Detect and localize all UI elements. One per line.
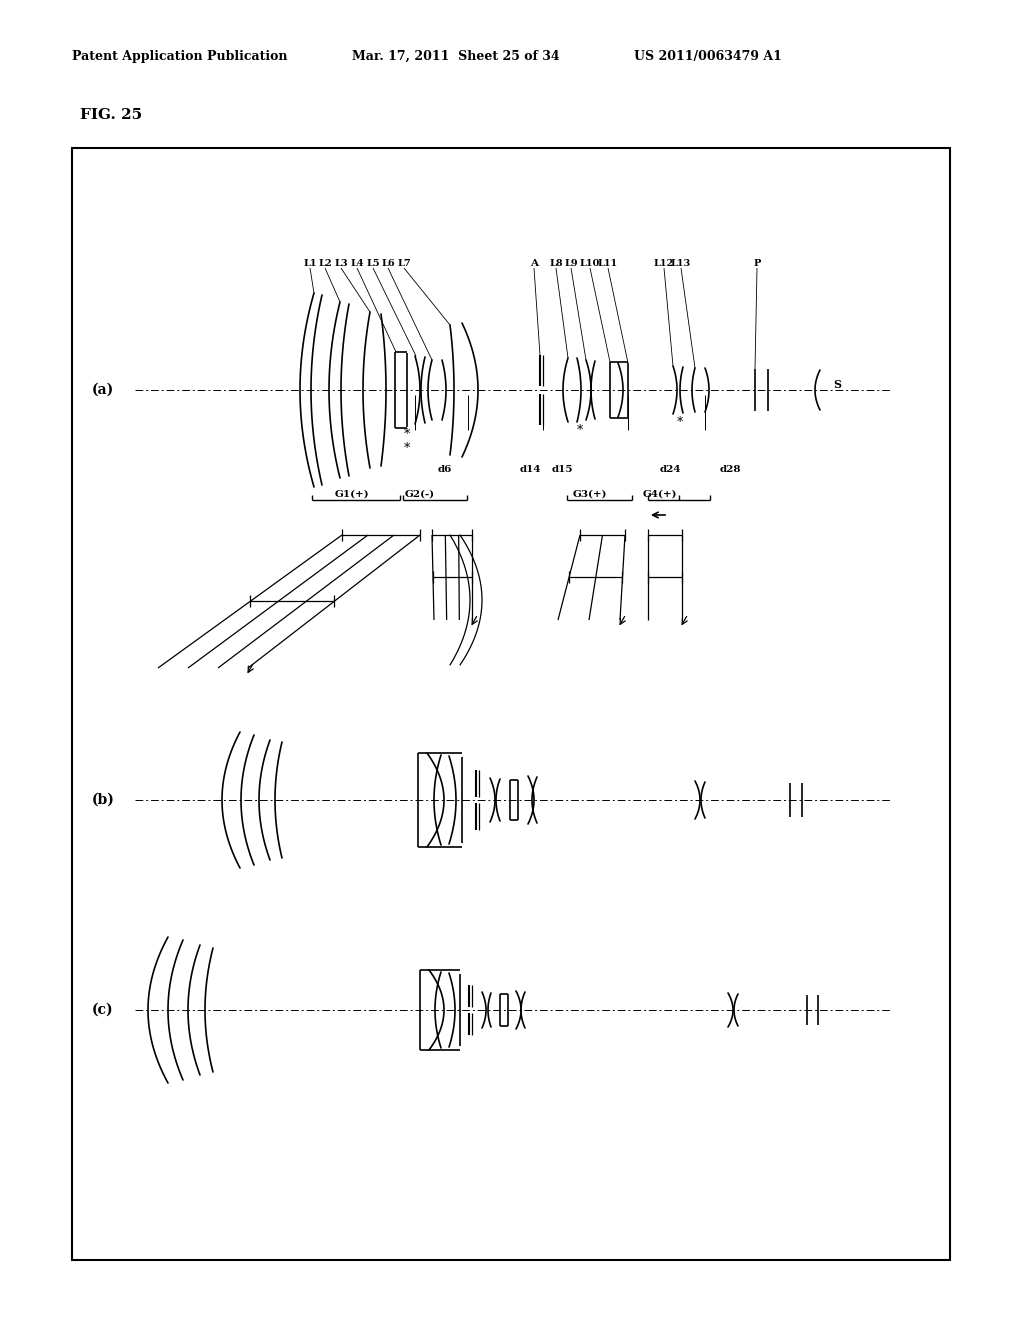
Text: L6: L6 — [381, 259, 395, 268]
Text: *: * — [577, 424, 583, 437]
Text: L9: L9 — [564, 259, 578, 268]
Text: L8: L8 — [549, 259, 563, 268]
Text: G2(-): G2(-) — [404, 490, 435, 499]
Text: (c): (c) — [92, 1003, 114, 1016]
Text: d14: d14 — [519, 465, 541, 474]
Text: A: A — [530, 259, 538, 268]
Text: Patent Application Publication: Patent Application Publication — [72, 50, 288, 63]
Text: L2: L2 — [318, 259, 332, 268]
Text: d28: d28 — [719, 465, 740, 474]
Text: *: * — [403, 441, 411, 454]
Text: (a): (a) — [92, 383, 115, 397]
Text: L10: L10 — [580, 259, 600, 268]
Text: G1(+): G1(+) — [335, 490, 370, 499]
Text: L5: L5 — [367, 259, 380, 268]
Text: *: * — [677, 417, 683, 429]
Text: L1: L1 — [303, 259, 316, 268]
Text: L3: L3 — [334, 259, 348, 268]
Text: G3(+): G3(+) — [572, 490, 607, 499]
Text: d24: d24 — [659, 465, 681, 474]
Text: (b): (b) — [92, 793, 115, 807]
Text: US 2011/0063479 A1: US 2011/0063479 A1 — [634, 50, 782, 63]
Text: G4(+): G4(+) — [643, 490, 677, 499]
Text: d15: d15 — [551, 465, 572, 474]
Text: FIG. 25: FIG. 25 — [80, 108, 142, 121]
Text: *: * — [403, 429, 411, 441]
Text: L11: L11 — [598, 259, 618, 268]
Text: P: P — [754, 259, 761, 268]
Text: Mar. 17, 2011  Sheet 25 of 34: Mar. 17, 2011 Sheet 25 of 34 — [352, 50, 560, 63]
Text: L7: L7 — [397, 259, 411, 268]
Text: L13: L13 — [671, 259, 691, 268]
Text: S: S — [833, 380, 841, 391]
Text: L12: L12 — [654, 259, 674, 268]
Text: d6: d6 — [438, 465, 453, 474]
Text: L4: L4 — [350, 259, 364, 268]
Bar — [72, 148, 950, 1261]
